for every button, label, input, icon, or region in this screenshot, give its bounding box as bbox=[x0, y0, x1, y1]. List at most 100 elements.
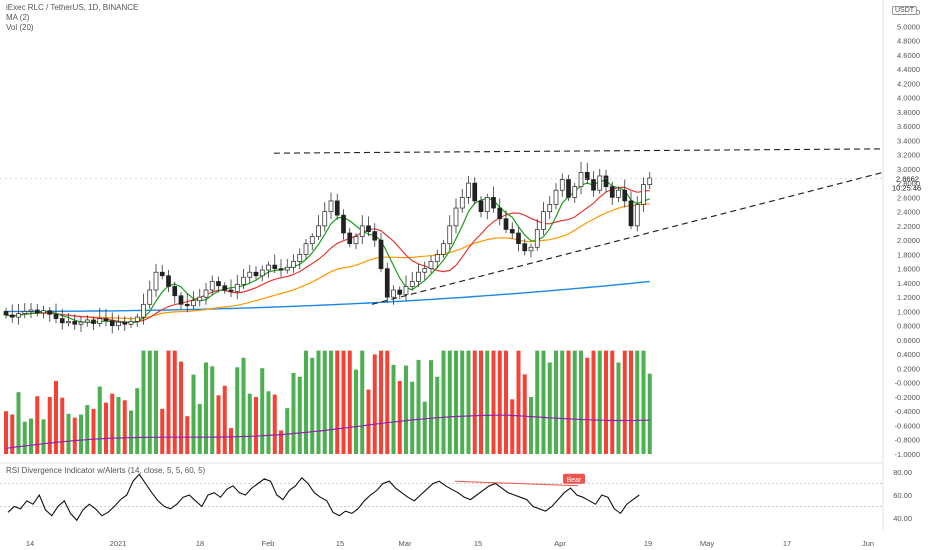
price-tick-label: 3.8000 bbox=[897, 108, 920, 117]
volume-bar bbox=[47, 396, 52, 454]
candle-body bbox=[28, 309, 34, 312]
candle-body bbox=[378, 239, 384, 269]
candle-body bbox=[253, 271, 259, 277]
volume-bar bbox=[285, 408, 290, 454]
candle-body bbox=[278, 268, 284, 271]
candle-body bbox=[272, 264, 278, 269]
volume-bar bbox=[560, 350, 565, 454]
candle-body bbox=[384, 268, 390, 298]
volume-bar bbox=[460, 350, 465, 454]
candle-body bbox=[553, 189, 559, 205]
volume-bar bbox=[529, 396, 533, 454]
volume-bar bbox=[216, 395, 221, 454]
volume-bar bbox=[54, 381, 58, 454]
volume-bar bbox=[466, 350, 471, 454]
candle-body bbox=[303, 243, 309, 255]
candle-body bbox=[597, 175, 603, 191]
time-tick-label: 2021 bbox=[110, 539, 127, 548]
volume-bar bbox=[222, 385, 227, 454]
volume-bar bbox=[629, 350, 633, 454]
time-tick-label: 14 bbox=[26, 539, 34, 548]
time-tick-label: 19 bbox=[644, 539, 652, 548]
volume-bar bbox=[29, 418, 33, 454]
ma-legend[interactable]: MA (2) bbox=[6, 13, 30, 22]
candles bbox=[3, 161, 653, 334]
volume-bar bbox=[166, 350, 171, 454]
candle-body bbox=[334, 200, 340, 216]
ma-slow-line bbox=[5, 203, 650, 320]
rsi-line bbox=[7, 473, 640, 522]
candle-body bbox=[359, 225, 365, 237]
volume-bar bbox=[522, 374, 527, 454]
candle-body bbox=[466, 182, 471, 198]
volume-bar bbox=[479, 350, 483, 454]
volume-bar bbox=[404, 365, 408, 454]
volume-bar bbox=[579, 350, 583, 454]
candle-body bbox=[522, 243, 528, 252]
price-tick-label: 4.0000 bbox=[897, 94, 920, 103]
volume-bar bbox=[41, 419, 46, 454]
volume-bar bbox=[347, 350, 352, 454]
candle-body bbox=[528, 246, 534, 252]
candle-body bbox=[541, 211, 546, 230]
candle-body bbox=[434, 254, 440, 262]
rsi-tick-label: 40.00 bbox=[893, 514, 912, 523]
volume-bar bbox=[410, 381, 415, 454]
candle-body bbox=[241, 276, 246, 285]
volume-bar bbox=[441, 350, 446, 454]
candle-body bbox=[634, 204, 640, 227]
countdown-label: 10:25:46 bbox=[892, 183, 921, 192]
candle-body bbox=[347, 232, 353, 245]
support-trendline bbox=[371, 171, 884, 305]
candle-body bbox=[584, 172, 590, 180]
candle-body bbox=[641, 184, 646, 205]
price-tick-label: -0.4000 bbox=[895, 407, 920, 416]
volume-bar bbox=[129, 410, 133, 454]
volume-bar bbox=[154, 350, 158, 454]
rsi-legend[interactable]: RSI Divergence Indicator w/Alerts (14, c… bbox=[6, 466, 206, 475]
volume-bar bbox=[116, 396, 121, 454]
volume-bar bbox=[497, 350, 502, 454]
price-tick-label: 2.2000 bbox=[897, 222, 920, 231]
time-tick-label: May bbox=[700, 539, 714, 548]
time-tick-label: 15 bbox=[336, 539, 344, 548]
candle-body bbox=[197, 296, 203, 302]
price-tick-label: 4.2000 bbox=[897, 79, 920, 88]
price-tick-label: 2.4000 bbox=[897, 208, 920, 217]
candle-body bbox=[234, 283, 240, 292]
volume-bar bbox=[72, 417, 77, 454]
candle-body bbox=[66, 321, 71, 324]
candle-body bbox=[47, 310, 53, 315]
candle-body bbox=[159, 271, 165, 277]
candle-body bbox=[91, 319, 96, 324]
symbol-title[interactable]: iExec RLC / TetherUS, 1D, BINANCE bbox=[6, 3, 139, 12]
volume-bar bbox=[229, 428, 233, 454]
candle-body bbox=[259, 269, 265, 277]
candle-body bbox=[622, 189, 628, 202]
ma-mid-line bbox=[5, 186, 650, 323]
candle-body bbox=[447, 225, 453, 245]
candle-body bbox=[534, 229, 540, 248]
volume-ma-line bbox=[5, 414, 650, 449]
candle-body bbox=[566, 179, 571, 198]
vol-legend[interactable]: Vol (20) bbox=[6, 23, 34, 32]
volume-bar bbox=[622, 350, 627, 454]
volume-bar bbox=[416, 359, 421, 454]
price-tick-label: 1.8000 bbox=[897, 250, 920, 259]
candle-body bbox=[472, 182, 478, 202]
candle-body bbox=[128, 321, 134, 325]
bear-label: Bear bbox=[567, 477, 582, 484]
price-tick-label: 0.8000 bbox=[897, 322, 920, 331]
candle-body bbox=[328, 200, 334, 212]
volume-bar bbox=[191, 374, 196, 454]
volume-bar bbox=[66, 413, 71, 454]
volume-bar bbox=[235, 367, 240, 454]
candle-body bbox=[609, 186, 615, 198]
candle-body bbox=[503, 218, 509, 230]
currency-badge[interactable]: USDT bbox=[892, 6, 918, 15]
volume-bar bbox=[597, 350, 602, 454]
candle-body bbox=[291, 261, 296, 268]
candle-body bbox=[616, 189, 621, 198]
candle-body bbox=[353, 236, 359, 245]
